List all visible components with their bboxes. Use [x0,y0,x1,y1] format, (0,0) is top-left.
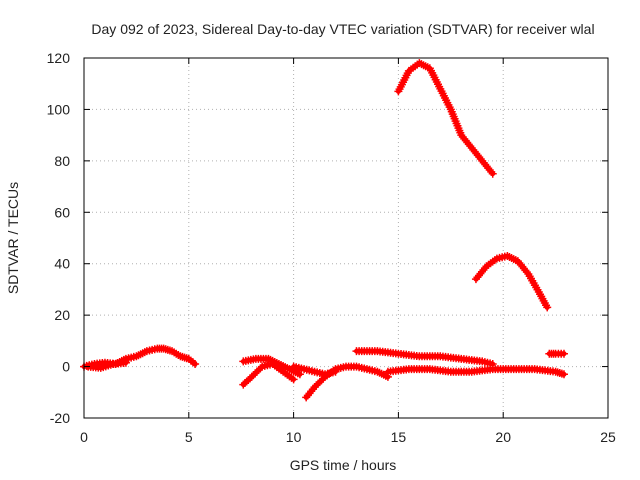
y-tick-label: 40 [54,256,70,272]
data-point-marker [487,167,496,176]
y-tick-label: 0 [62,359,70,375]
data-series-arc-8 [383,365,568,379]
data-point-marker [312,381,321,390]
data-point-marker [121,358,130,367]
y-tick-label: 120 [47,50,71,66]
plot-frame [83,57,609,419]
data-point-marker [488,169,497,178]
data-series-arc-11 [545,349,568,358]
data-series-arc-2 [84,358,130,372]
data-series-arc-9 [394,59,497,178]
data-series-arc-10 [471,252,552,312]
x-tick-label: 25 [600,429,616,445]
y-axis-label: SDTVAR / TECUs [5,182,21,294]
chart-title: Day 092 of 2023, Sidereal Day-to-day VTE… [91,21,594,37]
data-point-marker [254,366,263,374]
data-series-arc-6 [289,362,340,379]
data-point-marker [251,369,260,378]
data-point-marker [252,367,261,376]
data-point-marker [331,367,340,376]
x-tick-label: 15 [391,429,407,445]
x-tick-label: 5 [185,429,193,445]
data-point-marker [247,372,256,381]
x-tick-label: 10 [286,429,302,445]
data-point-marker [317,376,326,385]
data-point-marker [256,364,265,373]
y-tick-label: -20 [50,410,70,426]
data-series-arc-4 [239,354,304,379]
data-point-marker [559,370,568,379]
tick-layer: 0 5 10 15 20 25 -20 0 20 40 60 80 100 120 [47,50,616,445]
y-tick-label: 80 [54,153,70,169]
data-point-marker [559,349,568,358]
data-point-marker [289,375,298,384]
data-point-marker [191,360,200,368]
data-series-arc-3 [239,360,298,389]
data-point-marker [315,378,324,386]
x-tick-label: 0 [80,429,88,445]
data-point-marker [295,370,304,379]
y-tick-label: 20 [54,307,70,323]
series-layer [80,59,568,402]
data-point-marker [310,383,319,392]
y-tick-label: 100 [47,101,71,117]
data-point-marker [522,268,531,277]
data-series-arc-7 [352,347,497,368]
data-point-marker [543,303,552,312]
x-tick-label: 20 [495,429,511,445]
y-tick-label: 60 [54,204,70,220]
data-point-marker [314,379,323,388]
x-axis-label: GPS time / hours [290,457,397,473]
data-point-marker [249,371,258,380]
